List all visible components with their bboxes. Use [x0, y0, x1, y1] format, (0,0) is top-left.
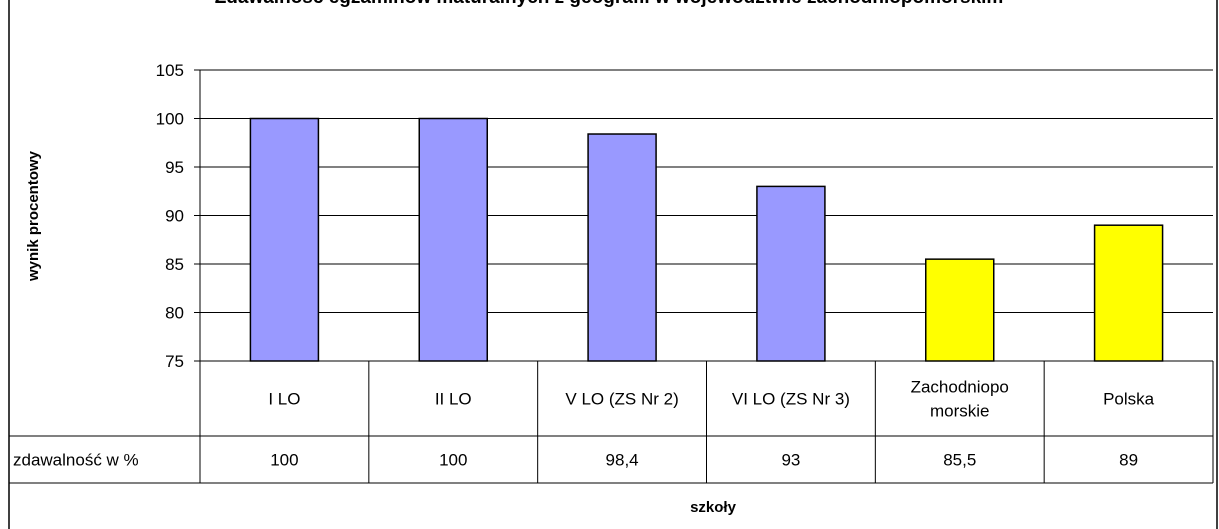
category-label: VI LO (ZS Nr 3) — [732, 390, 850, 409]
y-tick-label: 90 — [165, 207, 184, 226]
y-axis-label: wynik procentowy — [25, 150, 42, 282]
bar — [756, 185, 826, 362]
bar — [249, 117, 320, 362]
data-table: I LO II LO V LO (ZS Nr 2) VI LO (ZS Nr 3) Za… — [9, 360, 1214, 484]
category-label: II LO — [435, 390, 472, 409]
y-tick-label: 100 — [156, 110, 184, 129]
x-axis-label: szkoły — [690, 499, 737, 516]
category-label: Polska — [1103, 390, 1155, 409]
y-axis-ticks: 75 80 85 90 95 100 105 — [156, 61, 200, 371]
table-row-label: zdawalność w % — [13, 451, 139, 470]
table-cell: 100 — [439, 451, 467, 470]
table-cell: 100 — [270, 451, 298, 470]
y-tick-label: 105 — [156, 61, 184, 80]
category-label: I LO — [268, 390, 300, 409]
category-label: V LO (ZS Nr 2) — [565, 390, 678, 409]
bar — [418, 117, 488, 362]
bar — [925, 258, 995, 362]
category-label: Zachodniopo — [911, 378, 1009, 397]
y-tick-label: 80 — [165, 304, 184, 323]
category-label: morskie — [930, 402, 990, 421]
y-tick-label: 75 — [165, 352, 184, 371]
table-cell: 85,5 — [943, 451, 976, 470]
table-cell: 98,4 — [606, 451, 639, 470]
bar — [1093, 224, 1164, 362]
chart-title: Zdawalność egzaminów maturalnych z geogr… — [215, 0, 1004, 8]
bar — [587, 133, 657, 362]
table-cell: 93 — [781, 451, 800, 470]
y-tick-label: 95 — [165, 158, 184, 177]
table-cell: 89 — [1119, 451, 1138, 470]
y-tick-label: 85 — [165, 255, 184, 274]
